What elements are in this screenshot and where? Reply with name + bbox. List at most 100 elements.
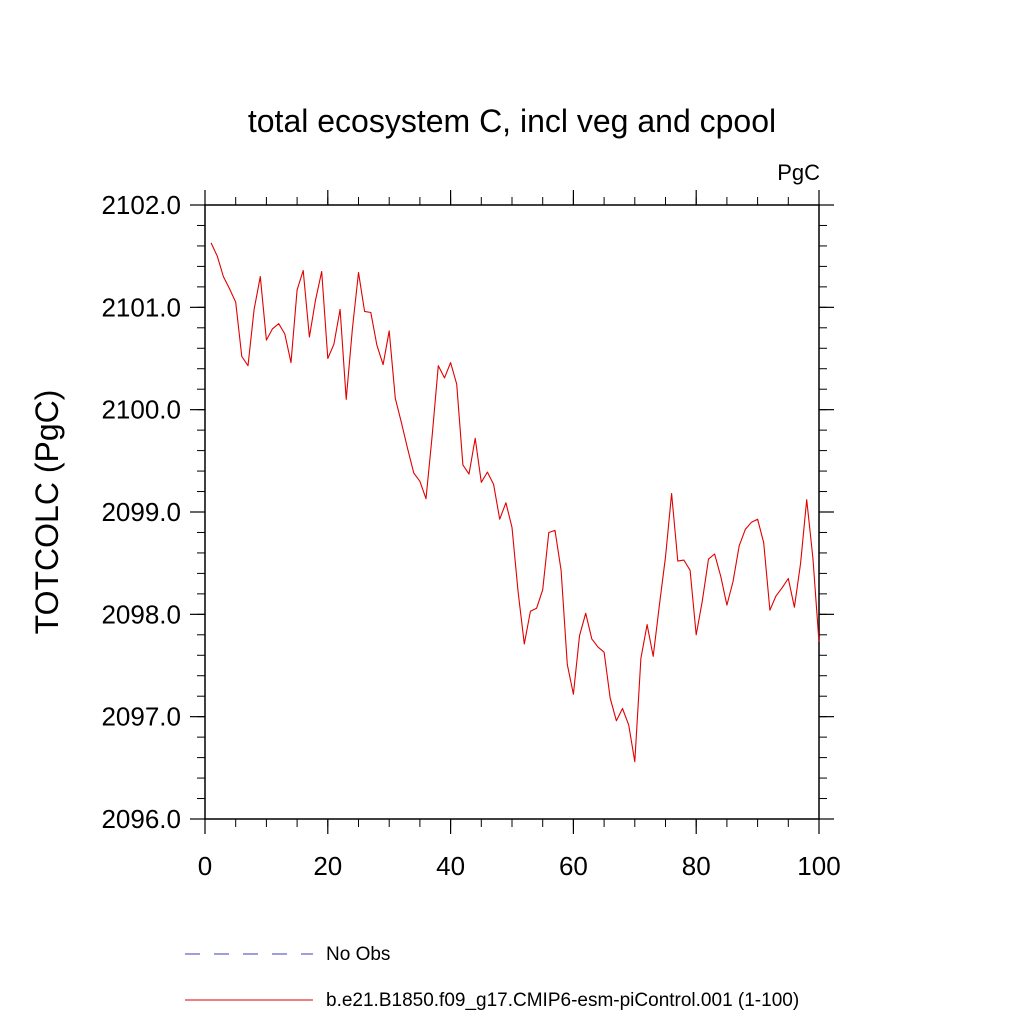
data-point [769, 610, 770, 611]
data-point [757, 519, 758, 520]
data-point [511, 527, 512, 528]
data-point [217, 256, 218, 257]
data-point [278, 323, 279, 324]
data-point [542, 589, 543, 590]
y-axis-label: TOTCOLC (PgC) [29, 390, 65, 635]
data-point [475, 438, 476, 439]
data-point [530, 611, 531, 612]
data-point [241, 356, 242, 357]
data-point [346, 399, 347, 400]
chart-title: total ecosystem C, incl veg and cpool [248, 103, 776, 139]
data-point [321, 271, 322, 272]
data-point [401, 422, 402, 423]
data-point [597, 647, 598, 648]
x-tick-label: 80 [682, 851, 711, 881]
data-point [683, 560, 684, 561]
data-point [247, 365, 248, 366]
data-point [561, 570, 562, 571]
data-point [640, 658, 641, 659]
data-point [340, 309, 341, 310]
data-point [254, 309, 255, 310]
data-point [370, 312, 371, 313]
data-point [327, 358, 328, 359]
data-point [450, 362, 451, 363]
data-point [579, 635, 580, 636]
x-tick-label: 100 [797, 851, 840, 881]
data-point [647, 624, 648, 625]
data-point [536, 608, 537, 609]
data-point [591, 638, 592, 639]
data-point [284, 333, 285, 334]
y-tick-labels: 2096.0 2097.0 2098.0 2099.0 2100.0 2101.0 2102… [101, 190, 181, 834]
data-point [763, 542, 764, 543]
data-point [235, 302, 236, 303]
y-tick-label: 2097.0 [101, 702, 181, 732]
data-point [333, 344, 334, 345]
data-point [413, 473, 414, 474]
data-point [616, 720, 617, 721]
data-point [297, 289, 298, 290]
data-point [794, 607, 795, 608]
data-point [260, 276, 261, 277]
data-point [671, 493, 672, 494]
data-point [229, 288, 230, 289]
data-point [290, 362, 291, 363]
data-point [800, 563, 801, 564]
data-point [818, 641, 819, 642]
data-point [690, 570, 691, 571]
legend-label-no-obs: No Obs [326, 944, 390, 965]
units-label: PgC [777, 160, 820, 185]
x-tick-label: 60 [559, 851, 588, 881]
data-point [708, 559, 709, 560]
data-point [425, 498, 426, 499]
data-point [548, 532, 549, 533]
data-point [505, 502, 506, 503]
data-point [622, 708, 623, 709]
y-tick-label: 2096.0 [101, 804, 181, 834]
data-point [223, 276, 224, 277]
data-point [726, 605, 727, 606]
x-tick-label: 0 [198, 851, 212, 881]
data-point [444, 377, 445, 378]
data-point [456, 384, 457, 385]
data-point [567, 664, 568, 665]
data-point [462, 464, 463, 465]
data-point [745, 529, 746, 530]
data-point [419, 481, 420, 482]
data-point [806, 499, 807, 500]
legend-label-model: b.e21.B1850.f09_g17.CMIP6-esm-piControl.… [326, 990, 799, 1011]
data-point [585, 613, 586, 614]
data-point [272, 328, 273, 329]
data-point [211, 242, 212, 243]
data-point [788, 578, 789, 579]
data-point [554, 530, 555, 531]
x-tick-labels: 0 20 40 60 80 100 [198, 851, 841, 881]
data-point [364, 311, 365, 312]
data-point [376, 345, 377, 346]
y-tick-label: 2098.0 [101, 599, 181, 629]
data-point [677, 561, 678, 562]
data-point [487, 472, 488, 473]
y-tick-label: 2100.0 [101, 395, 181, 425]
y-tick-label: 2101.0 [101, 292, 181, 322]
data-point [407, 448, 408, 449]
data-point [389, 330, 390, 331]
data-point [438, 365, 439, 366]
data-point [653, 656, 654, 657]
data-point [309, 336, 310, 337]
axis-ticks [190, 190, 834, 834]
x-tick-label: 20 [313, 851, 342, 881]
data-point [499, 519, 500, 520]
data-point [812, 557, 813, 558]
data-point [481, 482, 482, 483]
data-point [720, 576, 721, 577]
data-point [518, 591, 519, 592]
data-point [634, 761, 635, 762]
data-point [395, 398, 396, 399]
series-group [210, 242, 820, 763]
data-point [702, 600, 703, 601]
data-point [266, 340, 267, 341]
y-tick-label: 2102.0 [101, 190, 181, 220]
plot-frame [204, 204, 820, 820]
data-point [732, 581, 733, 582]
